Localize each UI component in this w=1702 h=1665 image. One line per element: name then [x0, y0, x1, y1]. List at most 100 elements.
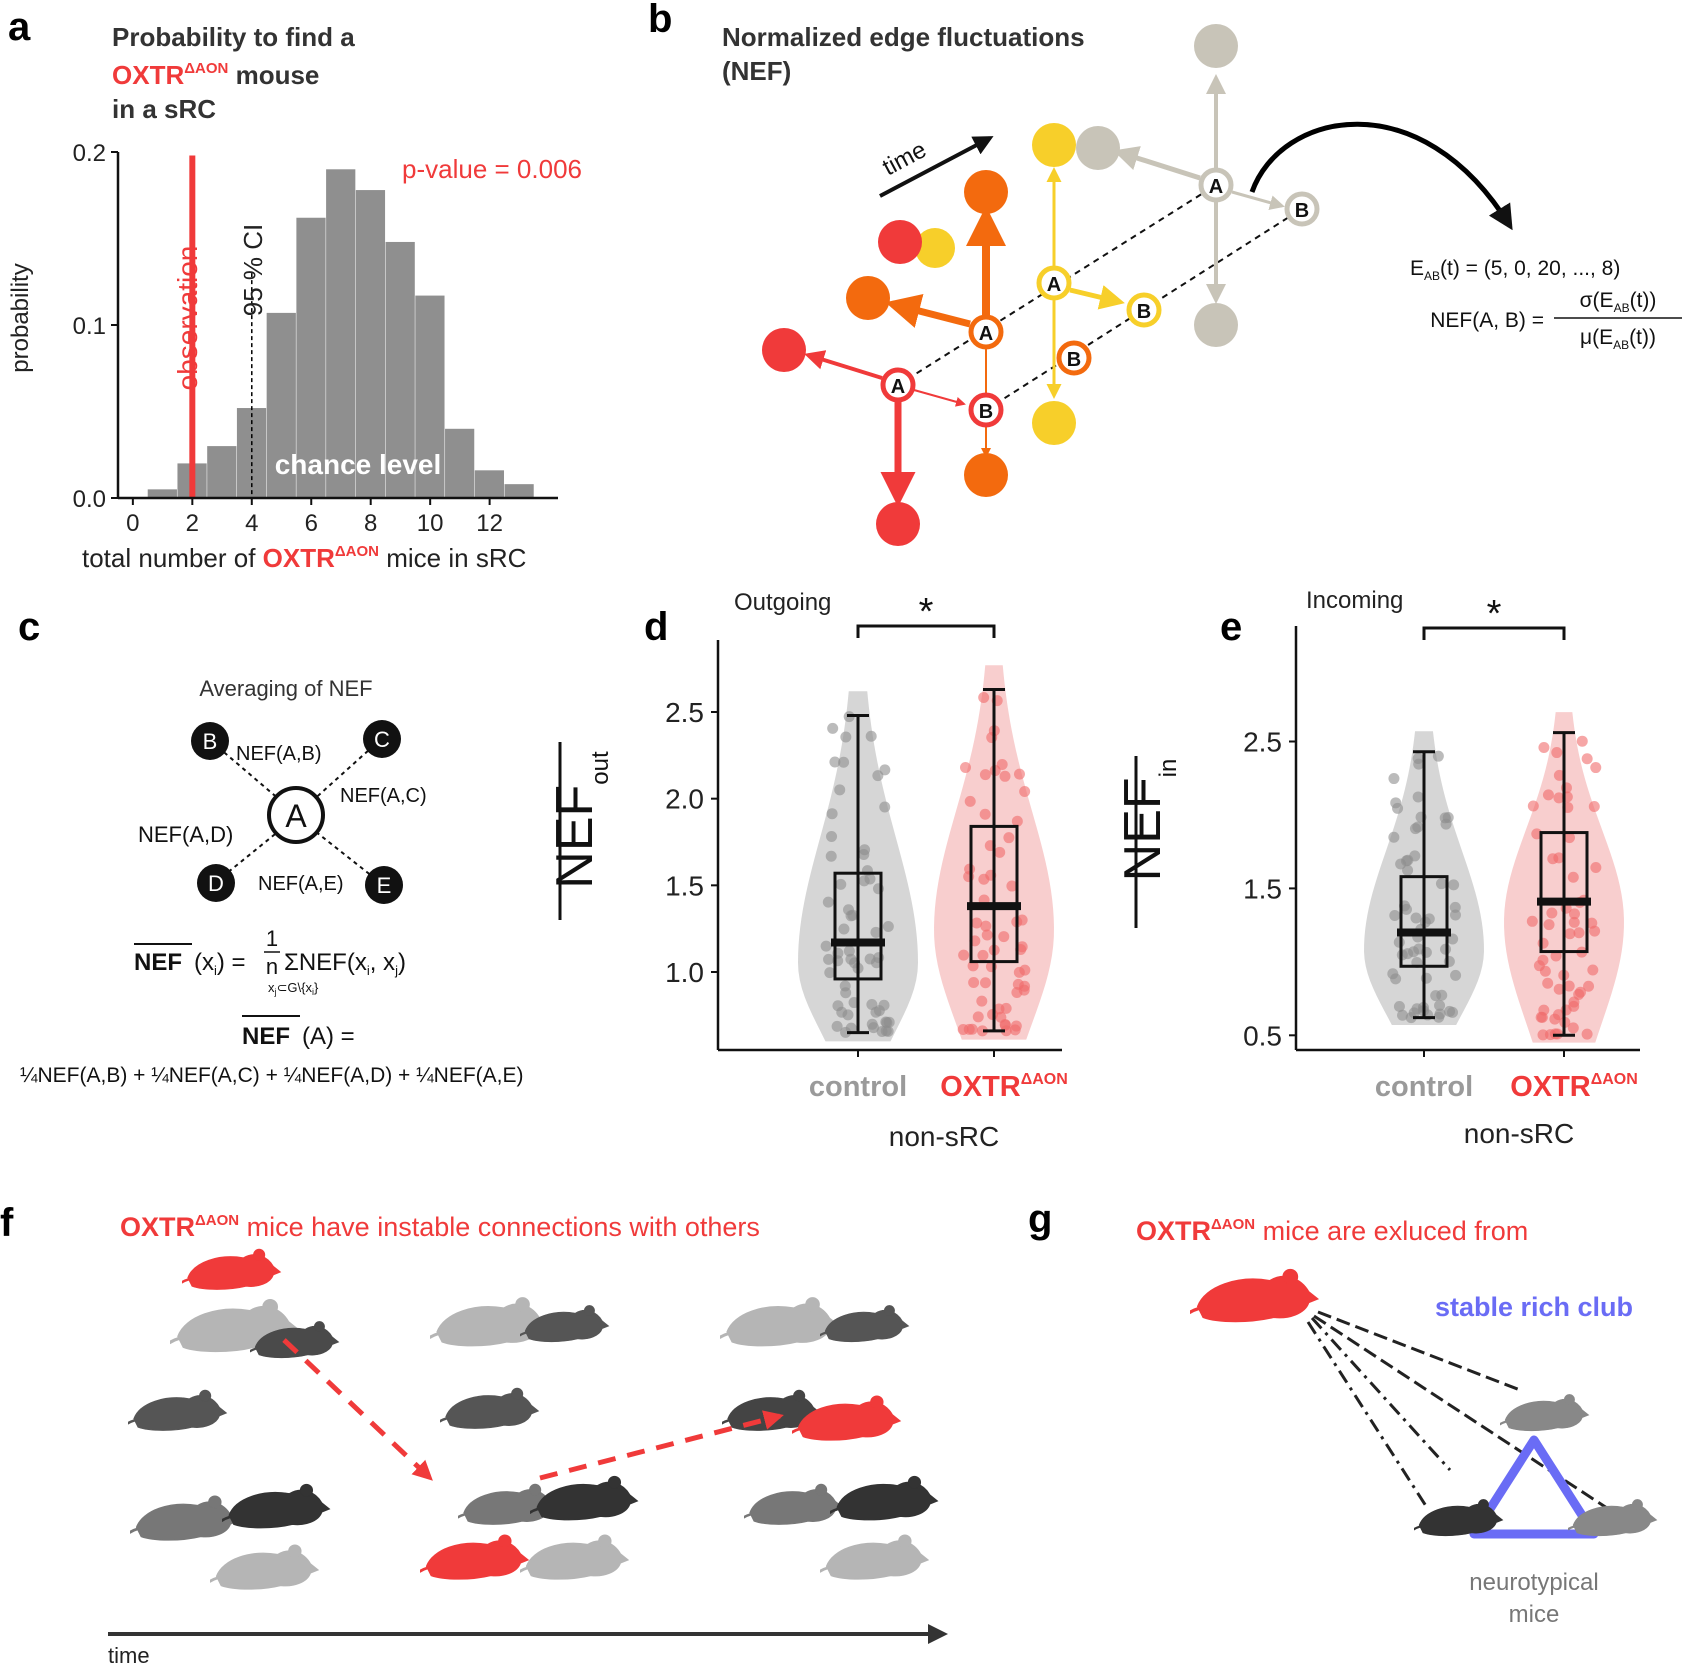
- data-point: [823, 953, 835, 965]
- mouse-oxtr: [420, 1533, 530, 1600]
- histogram-bar: [385, 241, 415, 498]
- data-point: [1538, 1004, 1550, 1016]
- data-point: [1564, 928, 1576, 940]
- rich-club-triangle: [1469, 1435, 1599, 1539]
- data-point: [1589, 925, 1601, 937]
- data-point: [981, 929, 993, 941]
- data-point: [834, 784, 846, 796]
- mouse-light: [210, 1543, 320, 1610]
- data-point: [1434, 1008, 1446, 1020]
- node-c-label: C: [374, 727, 390, 752]
- data-point: [1526, 915, 1538, 927]
- node-a-yellow: [1036, 265, 1072, 301]
- data-point: [1568, 916, 1580, 928]
- node-e-label: E: [377, 873, 392, 898]
- data-point: [960, 762, 972, 774]
- mouse-oxtr: [1190, 1267, 1320, 1338]
- x-tick-label: 8: [364, 510, 377, 537]
- data-point: [978, 692, 990, 704]
- data-point: [968, 977, 980, 989]
- data-point: [958, 949, 970, 961]
- node-yellow: [1032, 123, 1076, 167]
- x-tick-label: 10: [417, 510, 444, 537]
- data-point: [1436, 989, 1448, 1001]
- panel-label-c: c: [18, 605, 40, 649]
- category-label: OXTRΔAON: [940, 1071, 1068, 1103]
- data-point: [845, 953, 857, 965]
- data-point: [993, 1003, 1005, 1015]
- data-point: [826, 808, 838, 820]
- data-point: [977, 949, 989, 961]
- data-point: [979, 977, 991, 989]
- data-point: [870, 1006, 882, 1018]
- panel-e-group-label: non-sRC: [1464, 1118, 1574, 1149]
- panel-d-ylabel: NEFout: [546, 751, 614, 889]
- mouse-dark: [222, 1482, 332, 1540]
- svg-text:NEF: NEF: [134, 949, 182, 976]
- nef-mean-formula: NEF (xi) = 1 n ΣNEF(xi, xj) xj⊂G\{xi} NE…: [20, 926, 524, 1087]
- neurotypical-label-line1: neurotypical: [1469, 1569, 1598, 1596]
- data-point: [822, 896, 834, 908]
- node-a-gray: [1198, 167, 1234, 203]
- mouse-mid: [744, 1482, 844, 1538]
- panel-a-xlabel: total number of OXTRΔAON mice in sRC: [82, 543, 526, 573]
- data-point: [1450, 969, 1462, 981]
- edge-label-ad: NEF(A,D): [138, 822, 233, 847]
- node-a-red-label: A: [891, 376, 905, 398]
- neurotypical-label-line2: mice: [1509, 1601, 1560, 1628]
- iqr-box: [1539, 831, 1589, 954]
- data-point: [1016, 914, 1028, 926]
- histogram-axes: 0 2 4 6 8 10 12 0.0 0.1 0.2: [73, 140, 558, 537]
- svg-text:1: 1: [266, 926, 278, 951]
- x-tick-label: 2: [186, 510, 199, 537]
- significance-bracket: [1422, 626, 1566, 640]
- node-red: [878, 220, 922, 264]
- data-point: [964, 795, 976, 807]
- exclusion-line: [1317, 1310, 1521, 1392]
- data-point: [972, 1011, 984, 1023]
- data-point: [1405, 1012, 1417, 1024]
- data-point: [1393, 936, 1405, 948]
- panel-e: e Incoming NEFin control OXTRΔAON 0.5 1.5 2.…: [1114, 587, 1640, 1149]
- data-point: [1538, 742, 1550, 754]
- panel-d: d Outgoing NEFout control OXTRΔAON 1.0 1.5 2…: [546, 589, 1068, 1152]
- data-point: [872, 770, 884, 782]
- time-arrow: [879, 136, 994, 198]
- data-point: [1567, 871, 1579, 883]
- data-point: [978, 873, 990, 885]
- significance-star: *: [1487, 593, 1502, 635]
- histogram-bar: [147, 489, 177, 498]
- data-point: [1390, 797, 1402, 809]
- node-red: [876, 502, 920, 546]
- svg-text:NEF: NEF: [242, 1023, 290, 1050]
- node-a-red: [880, 367, 916, 403]
- category-label: control: [809, 1071, 907, 1103]
- data-point: [882, 921, 894, 933]
- data-point: [1542, 977, 1554, 989]
- data-point: [1563, 832, 1575, 844]
- data-point: [1434, 1000, 1446, 1012]
- nef-average-expansion: ¼NEF(A,B) + ¼NEF(A,C) + ¼NEF(A,D) + ¼NEF…: [20, 1064, 524, 1087]
- node-a-center-label: A: [285, 798, 307, 834]
- boxplot-outgoing: control OXTRΔAON 1.0 1.5 2.0 2.5 *: [665, 591, 1068, 1103]
- data-point: [1402, 864, 1414, 876]
- node-orange: [964, 453, 1008, 497]
- data-point: [1388, 773, 1400, 785]
- svg-text:ΣNEF(xi, xj): ΣNEF(xi, xj): [284, 949, 406, 978]
- data-point: [999, 770, 1011, 782]
- data-point: [1543, 919, 1555, 931]
- panel-c: c Averaging of NEF B C D E A NEF(A,B) NE…: [18, 605, 524, 1087]
- data-point: [838, 923, 850, 935]
- data-point: [979, 769, 991, 781]
- data-point: [966, 1023, 978, 1035]
- data-point: [882, 1025, 894, 1037]
- node-b: [191, 722, 229, 760]
- data-point: [1389, 910, 1401, 922]
- data-point: [986, 732, 998, 744]
- data-point: [1444, 1005, 1456, 1017]
- data-point: [1449, 901, 1461, 913]
- data-point: [836, 1006, 848, 1018]
- data-point: [1573, 988, 1585, 1000]
- data-point: [1567, 1022, 1579, 1034]
